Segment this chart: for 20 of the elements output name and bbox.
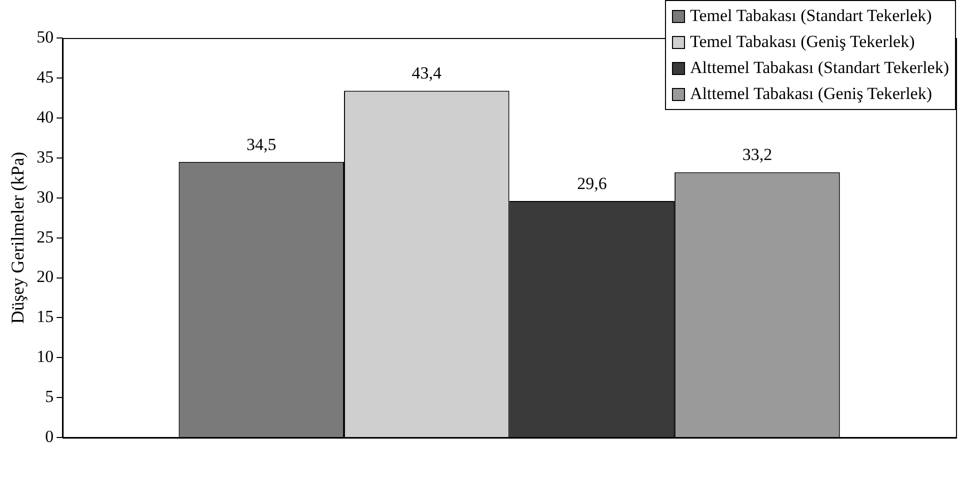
y-tick-label: 5 bbox=[45, 387, 54, 406]
y-tick-label: 30 bbox=[36, 187, 54, 206]
y-tick-label: 35 bbox=[36, 147, 54, 166]
y-tick-label: 40 bbox=[36, 107, 54, 126]
y-tick-label: 20 bbox=[36, 267, 54, 286]
y-tick-label: 45 bbox=[36, 67, 54, 86]
y-tick-label: 15 bbox=[36, 307, 54, 326]
y-tick-label: 25 bbox=[36, 227, 54, 246]
data-label: 34,5 bbox=[246, 134, 276, 154]
data-label: 43,4 bbox=[412, 64, 442, 83]
legend-label: Alttemel Tabakası (Geniş Tekerlek) bbox=[690, 83, 932, 105]
y-axis-title: Düşey Gerilmeler (kPa) bbox=[8, 152, 28, 324]
legend-label: Alttemel Tabakası (Standart Tekerlek) bbox=[690, 57, 949, 79]
y-tick-label: 50 bbox=[36, 27, 54, 46]
y-tick-label: 0 bbox=[45, 427, 54, 446]
y-tick-label: 10 bbox=[36, 347, 54, 366]
data-label: 33,2 bbox=[742, 145, 772, 164]
legend-label: Temel Tabakası (Geniş Tekerlek) bbox=[690, 31, 915, 53]
legend-label: Temel Tabakası (Standart Tekerlek) bbox=[690, 5, 932, 27]
data-label: 29,6 bbox=[577, 174, 607, 194]
